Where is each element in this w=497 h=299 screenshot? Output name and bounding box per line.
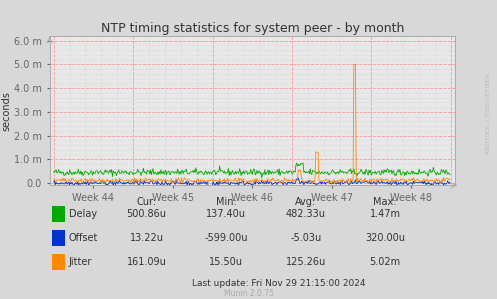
Text: 15.50u: 15.50u [209,257,243,267]
Text: 13.22u: 13.22u [130,233,164,243]
Text: Last update: Fri Nov 29 21:15:00 2024: Last update: Fri Nov 29 21:15:00 2024 [191,279,365,288]
Text: 482.33u: 482.33u [286,209,326,219]
Text: Jitter: Jitter [69,257,92,267]
Text: 320.00u: 320.00u [365,233,405,243]
Text: -599.00u: -599.00u [204,233,248,243]
Text: 5.02m: 5.02m [370,257,401,267]
Text: Max:: Max: [373,197,397,207]
Title: NTP timing statistics for system peer - by month: NTP timing statistics for system peer - … [100,22,404,35]
Text: Offset: Offset [69,233,98,243]
Text: 500.86u: 500.86u [127,209,166,219]
Y-axis label: seconds: seconds [1,91,11,131]
Text: 125.26u: 125.26u [286,257,326,267]
Text: Min:: Min: [216,197,237,207]
Text: 161.09u: 161.09u [127,257,166,267]
Text: RRDTOOL / TOBI OETIKER: RRDTOOL / TOBI OETIKER [486,73,491,154]
Text: Cur:: Cur: [137,197,157,207]
Text: Delay: Delay [69,209,97,219]
Text: Avg:: Avg: [295,197,316,207]
Text: Munin 2.0.75: Munin 2.0.75 [224,289,273,298]
Text: 137.40u: 137.40u [206,209,246,219]
Text: 1.47m: 1.47m [370,209,401,219]
Text: -5.03u: -5.03u [290,233,321,243]
